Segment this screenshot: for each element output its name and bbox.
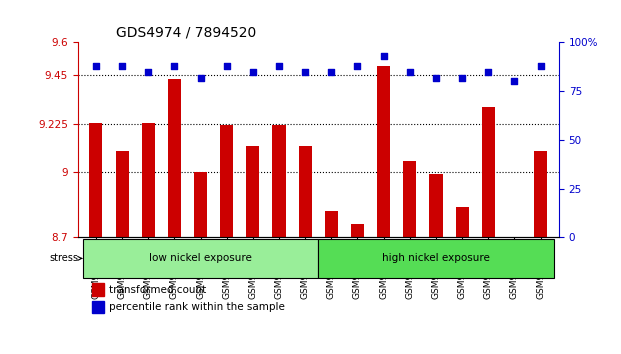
Bar [92, 283, 104, 296]
Bar [482, 107, 495, 237]
Text: transformed count: transformed count [109, 285, 206, 295]
Bar [247, 146, 260, 237]
Bar [116, 151, 129, 237]
Text: stress: stress [49, 253, 82, 263]
Text: low nickel exposure: low nickel exposure [149, 253, 252, 263]
Point [405, 69, 415, 74]
Point [274, 63, 284, 69]
Bar [351, 224, 364, 237]
Bar [456, 207, 469, 237]
Point [91, 63, 101, 69]
Point [457, 75, 467, 80]
Bar [89, 122, 102, 237]
Point [117, 63, 127, 69]
Text: GDS4974 / 7894520: GDS4974 / 7894520 [116, 26, 256, 40]
FancyBboxPatch shape [83, 239, 318, 278]
Bar [534, 151, 547, 237]
Point [300, 69, 310, 74]
Bar [220, 125, 233, 237]
Bar [168, 79, 181, 237]
Bar [273, 125, 286, 237]
Point [379, 53, 389, 59]
Bar [377, 66, 390, 237]
Bar [430, 175, 443, 237]
Bar [142, 122, 155, 237]
Point [509, 79, 519, 84]
Point [483, 69, 493, 74]
Point [327, 69, 337, 74]
Point [196, 75, 206, 80]
Point [431, 75, 441, 80]
Point [248, 69, 258, 74]
Bar [403, 161, 416, 237]
Bar [325, 211, 338, 237]
Bar [299, 146, 312, 237]
Point [143, 69, 153, 74]
Bar [194, 172, 207, 237]
Bar [92, 301, 104, 313]
Point [222, 63, 232, 69]
Point [536, 63, 546, 69]
Text: percentile rank within the sample: percentile rank within the sample [109, 302, 285, 312]
Point [170, 63, 179, 69]
Point [353, 63, 363, 69]
Text: high nickel exposure: high nickel exposure [382, 253, 490, 263]
FancyBboxPatch shape [318, 239, 554, 278]
